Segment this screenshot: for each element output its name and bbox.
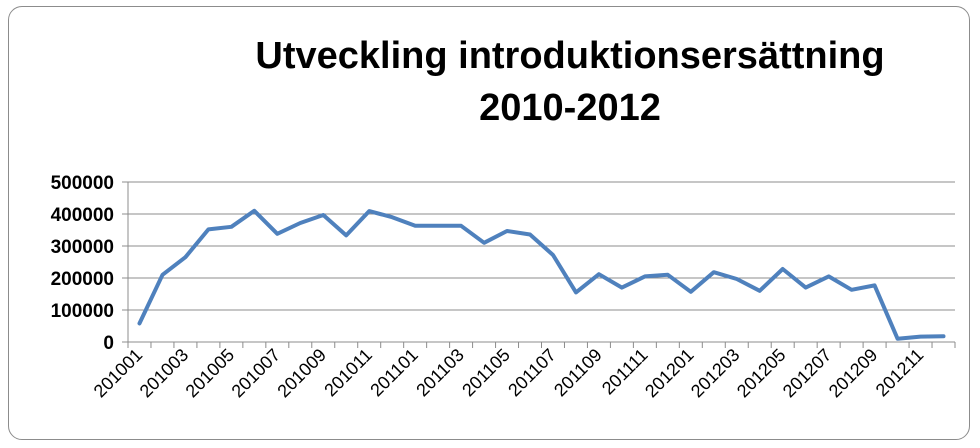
x-tick-label-201001: 201001 xyxy=(90,345,147,402)
gridlines xyxy=(122,181,955,343)
y-tick-label-100000: 100000 xyxy=(51,301,114,322)
chart-title: Utveckling introduktionsersättning 2010-… xyxy=(200,30,940,134)
x-tick-label-201203: 201203 xyxy=(687,345,744,402)
x-tick-label-201009: 201009 xyxy=(273,345,330,402)
x-tick-label-201209: 201209 xyxy=(825,345,882,402)
x-tick-label-201007: 201007 xyxy=(228,345,285,402)
chart-title-line1: Utveckling introduktionsersättning xyxy=(255,35,885,77)
x-tick-label-201103: 201103 xyxy=(412,345,468,401)
y-tick-label-500000: 500000 xyxy=(51,173,114,194)
x-tick-label-201207: 201207 xyxy=(779,345,836,402)
x-tick-label-201005: 201005 xyxy=(182,345,239,402)
x-axis-tick-labels: 2010012010032010052010072010092010112011… xyxy=(90,345,928,402)
x-tick-label-201011: 201011 xyxy=(320,345,376,401)
chart-title-line2: 2010-2012 xyxy=(479,87,661,129)
x-tick-label-201105: 201105 xyxy=(458,345,514,401)
series-group xyxy=(137,208,946,341)
x-tick-label-201205: 201205 xyxy=(733,345,790,402)
series-line-0 xyxy=(137,208,946,341)
x-tick-label-201201: 201201 xyxy=(641,345,698,402)
y-axis-tick-labels: 0 100000 200000 300000 400000 500000 xyxy=(51,173,114,354)
x-tick-label-201003: 201003 xyxy=(136,345,193,402)
chart-frame xyxy=(8,6,970,440)
x-tick-label-201101: 201101 xyxy=(366,345,422,401)
x-axis xyxy=(127,182,956,348)
y-tick-label-200000: 200000 xyxy=(51,269,114,290)
x-tick-label-201211: 201211 xyxy=(872,345,928,401)
x-tick-label-201109: 201109 xyxy=(550,345,606,401)
y-tick-label-300000: 300000 xyxy=(51,237,114,258)
y-tick-label-400000: 400000 xyxy=(51,205,114,226)
x-tick-label-201107: 201107 xyxy=(504,345,560,401)
y-tick-label-0: 0 xyxy=(103,333,114,354)
